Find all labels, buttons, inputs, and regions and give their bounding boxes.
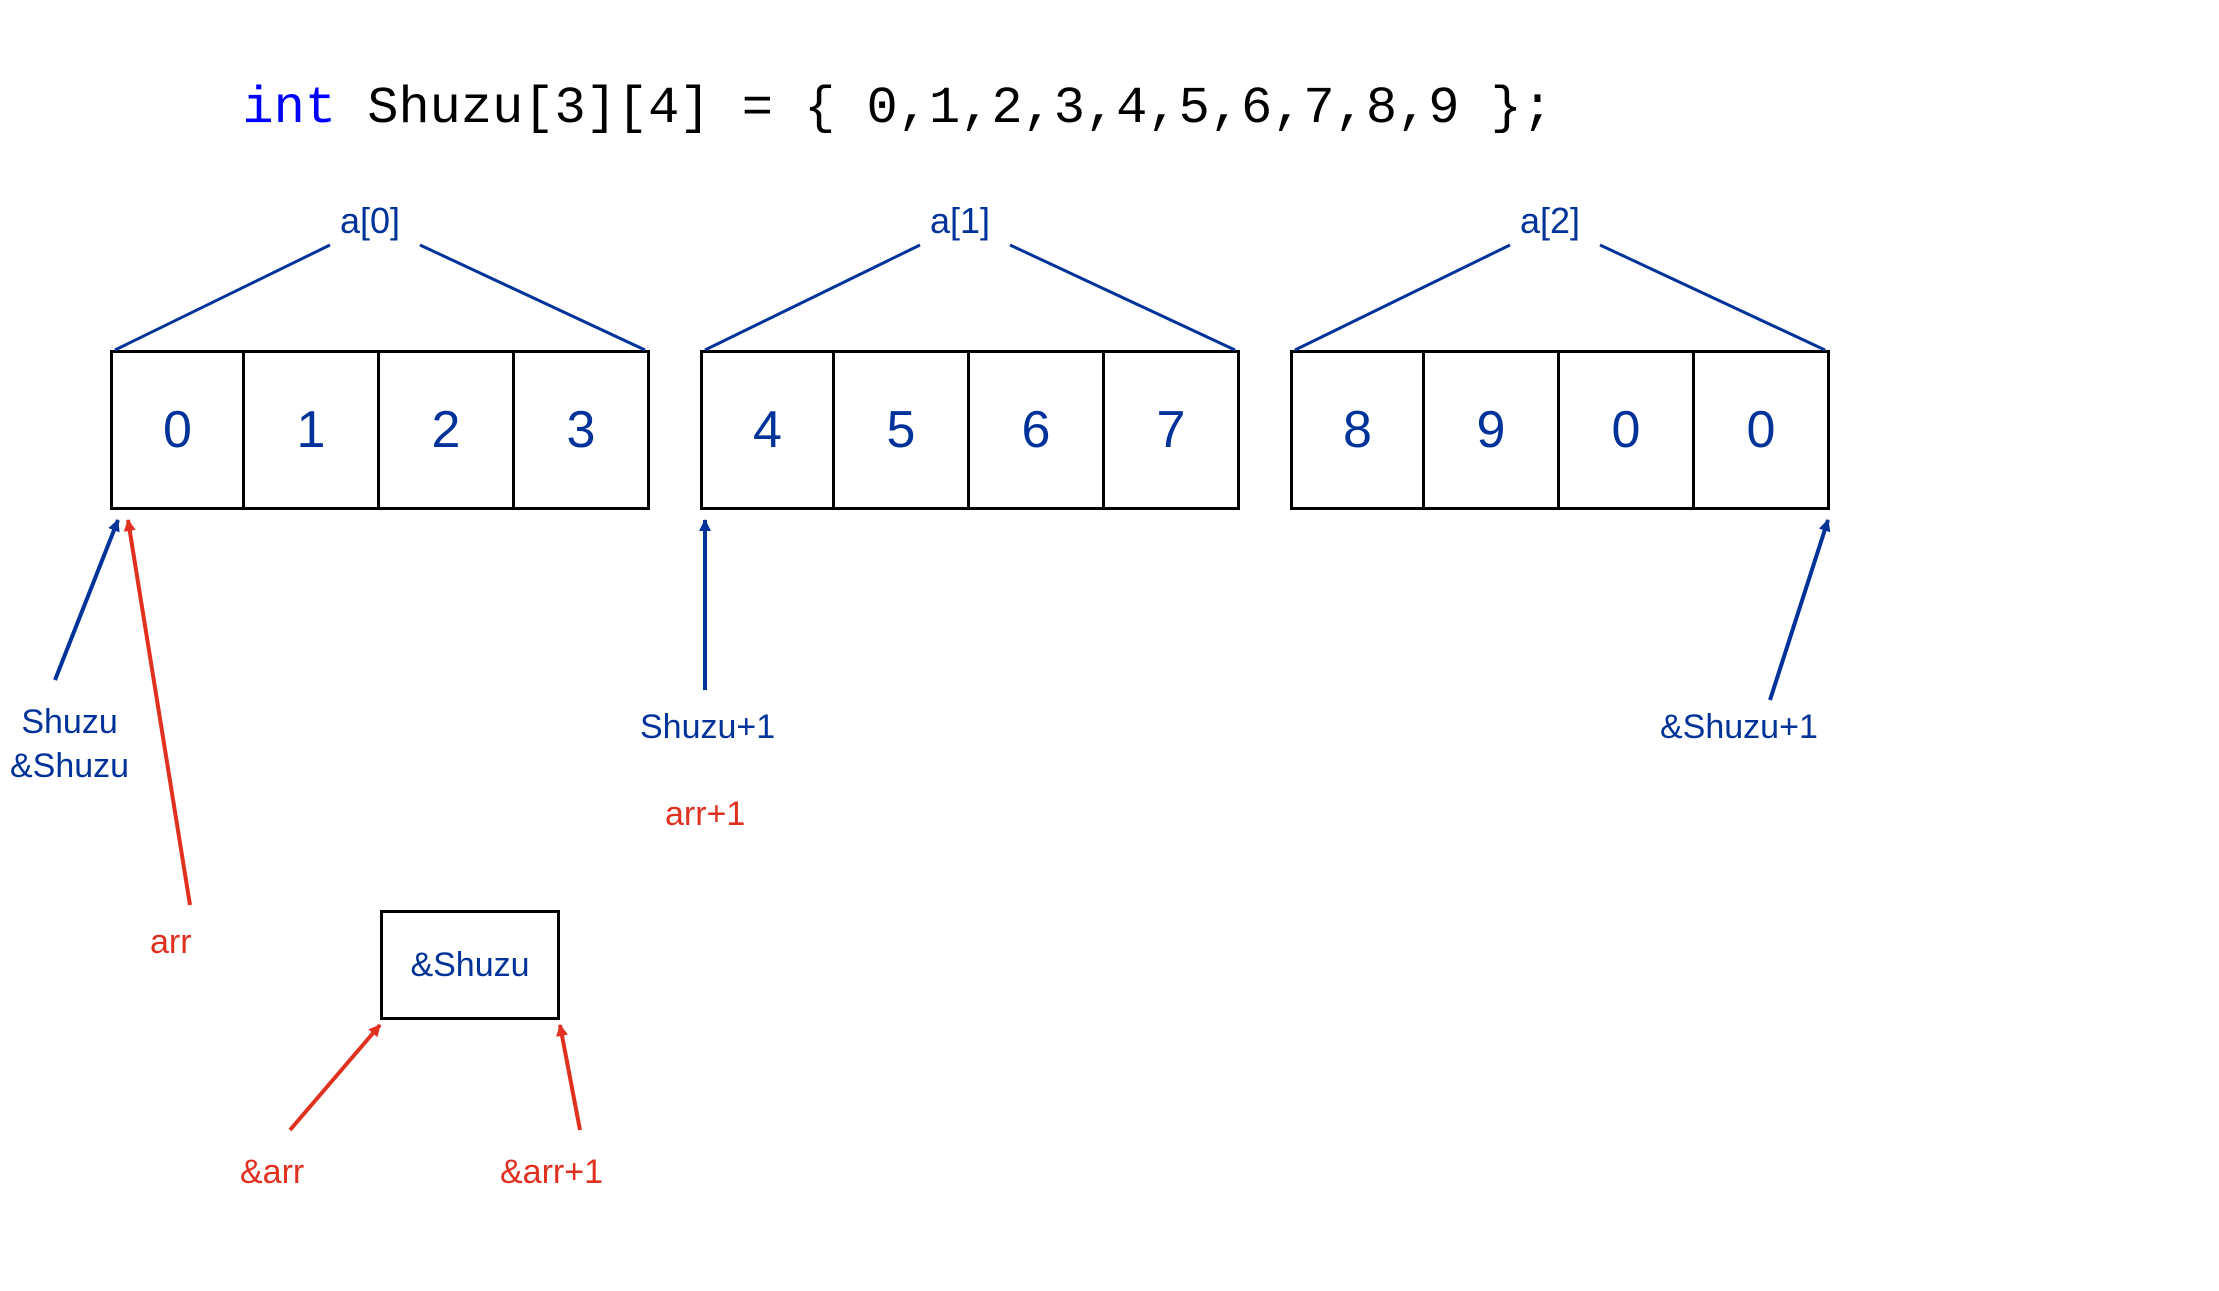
cell: 0 <box>110 350 245 510</box>
label-shuzu: Shuzu &Shuzu <box>10 700 129 788</box>
pointer-box: &Shuzu <box>380 910 560 1020</box>
cell: 1 <box>245 350 380 510</box>
label-amp-shuzu-plus-1: &Shuzu+1 <box>1660 705 1818 749</box>
array-group-1: 4 5 6 7 <box>700 350 1240 510</box>
label-amp-arr: &arr <box>240 1150 304 1194</box>
code-rest: Shuzu[3][4] = { 0,1,2,3,4,5,6,7,8,9 }; <box>336 79 1553 138</box>
bracket-label-1: a[1] <box>930 200 990 242</box>
pointer-box-label: &Shuzu <box>410 946 529 985</box>
array-group-0: 0 1 2 3 <box>110 350 650 510</box>
label-amp-arr-plus-1: &arr+1 <box>500 1150 603 1194</box>
cell: 3 <box>515 350 650 510</box>
cell: 0 <box>1695 350 1830 510</box>
cell: 6 <box>970 350 1105 510</box>
cell: 2 <box>380 350 515 510</box>
code-declaration: int Shuzu[3][4] = { 0,1,2,3,4,5,6,7,8,9 … <box>180 20 1553 138</box>
keyword-int: int <box>242 79 336 138</box>
cell: 5 <box>835 350 970 510</box>
cell: 9 <box>1425 350 1560 510</box>
label-arr-plus-1: arr+1 <box>665 792 745 836</box>
cell: 8 <box>1290 350 1425 510</box>
bracket-label-0: a[0] <box>340 200 400 242</box>
label-shuzu-plus-1: Shuzu+1 <box>640 705 775 749</box>
diagram-overlay <box>0 0 2219 1291</box>
cell: 7 <box>1105 350 1240 510</box>
array-group-2: 8 9 0 0 <box>1290 350 1830 510</box>
bracket-label-2: a[2] <box>1520 200 1580 242</box>
cell: 4 <box>700 350 835 510</box>
label-arr: arr <box>150 920 192 964</box>
cell: 0 <box>1560 350 1695 510</box>
